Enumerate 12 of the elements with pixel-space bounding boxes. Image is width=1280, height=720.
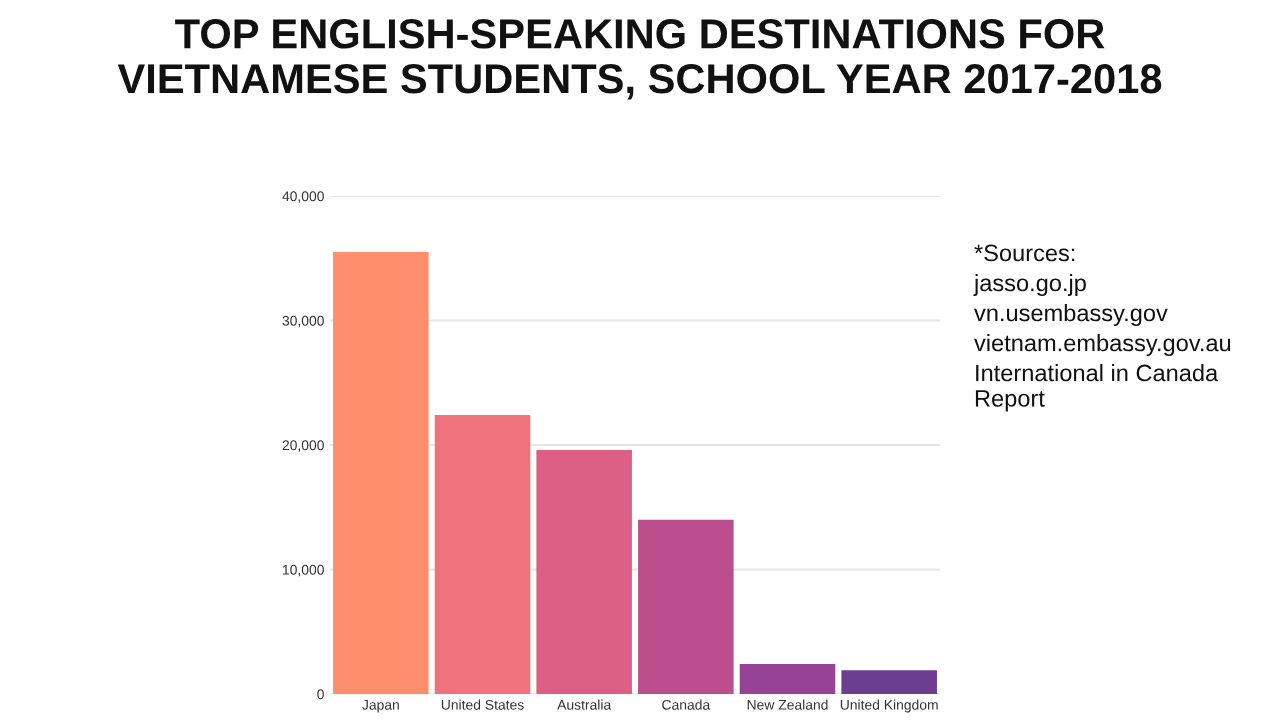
text: vn.usembassy.gov [974, 304, 1168, 327]
text: International in Canada Report [975, 364, 1219, 412]
bar [434, 415, 531, 694]
bar [841, 670, 937, 694]
bar [739, 664, 836, 694]
text: jasso.go.jp [973, 274, 1086, 297]
chart-title: TOP ENGLISH-SPEAKING DESTINATIONS FOR VIETNAMESE STUDENTS, SCHOOL YEAR 2017-2018 [117, 19, 1162, 100]
bar [536, 449, 632, 694]
text: *Sources: [974, 244, 1075, 262]
bar [333, 252, 429, 694]
bar [638, 519, 734, 694]
text: vietnam.embassy.gov.au [974, 334, 1231, 357]
